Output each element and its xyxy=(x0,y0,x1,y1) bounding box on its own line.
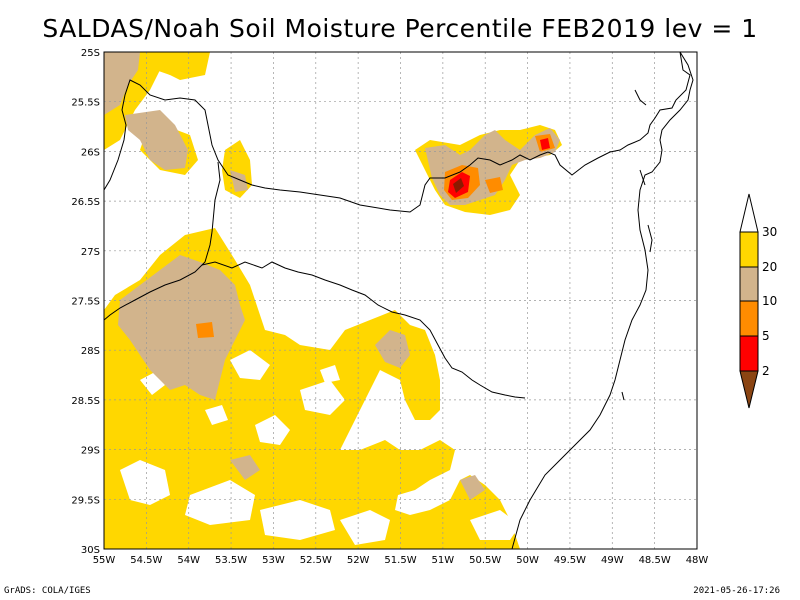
x-tick-label: 53.5W xyxy=(215,555,247,566)
percentile-under-2-areas xyxy=(453,178,464,193)
colorbar-label-2: 2 xyxy=(762,364,770,378)
x-tick-label: 50.5W xyxy=(469,555,501,566)
y-tick-label: 28.5S xyxy=(71,396,100,407)
x-tick-label: 49.5W xyxy=(554,555,586,566)
x-tick-label: 54.5W xyxy=(130,555,162,566)
y-tick-label: 29S xyxy=(81,446,100,457)
colorbar-top-arrow xyxy=(739,193,759,233)
x-tick-label: 49W xyxy=(601,555,624,566)
footer-timestamp: 2021-05-26-17:26 xyxy=(693,586,780,596)
colorbar-bottom-arrow xyxy=(739,370,759,409)
y-tick-label: 29.5S xyxy=(71,495,100,506)
colorbar-segment-2-5 xyxy=(739,335,759,372)
footer-credit: GrADS: COLA/IGES xyxy=(4,586,91,596)
y-tick-label: 26.5S xyxy=(71,197,100,208)
colorbar-label-5: 5 xyxy=(762,329,770,343)
colorbar-label-20: 20 xyxy=(762,260,777,274)
x-tick-label: 48W xyxy=(686,555,709,566)
y-tick-label: 28S xyxy=(81,346,100,357)
colorbar: 30 20 10 5 2 xyxy=(739,193,777,409)
x-tick-label: 48.5W xyxy=(639,555,671,566)
x-tick-label: 52W xyxy=(347,555,370,566)
x-tick-label: 54W xyxy=(177,555,200,566)
white-holes xyxy=(120,350,520,545)
y-tick-label: 27.5S xyxy=(71,297,100,308)
map-title: SALDAS/Noah Soil Moisture Percentile FEB… xyxy=(42,14,758,43)
y-tick-label: 25S xyxy=(81,48,100,59)
shaded-field xyxy=(104,52,697,549)
colorbar-segment-10-20 xyxy=(739,266,759,302)
x-tick-label: 51.5W xyxy=(384,555,416,566)
x-tick-label: 51W xyxy=(432,555,455,566)
colorbar-segment-20-30 xyxy=(739,231,759,268)
political-boundaries xyxy=(104,52,694,549)
x-tick-label: 53W xyxy=(262,555,285,566)
x-tick-label: 52.5W xyxy=(300,555,332,566)
y-tick-label: 25.5S xyxy=(71,98,100,109)
x-axis-tick-labels: 55W 54.5W 54W 53.5W 53W 52.5W 52W 51.5W 51W 50.5W… xyxy=(93,555,709,566)
y-tick-label: 26S xyxy=(81,147,100,158)
colorbar-label-10: 10 xyxy=(762,294,777,308)
y-tick-label: 27S xyxy=(81,247,100,258)
colorbar-label-30: 30 xyxy=(762,225,777,239)
colorbar-segment-5-10 xyxy=(739,300,759,337)
grid-lines xyxy=(104,52,697,549)
plot-frame xyxy=(103,51,698,550)
x-tick-label: 55W xyxy=(93,555,116,566)
y-axis-tick-labels: 25S 25.5S 26S 26.5S 27S 27.5S 28S 28.5S 29S 29.5S… xyxy=(71,48,100,556)
y-tick-label: 30S xyxy=(81,545,100,556)
x-tick-label: 50W xyxy=(516,555,539,566)
